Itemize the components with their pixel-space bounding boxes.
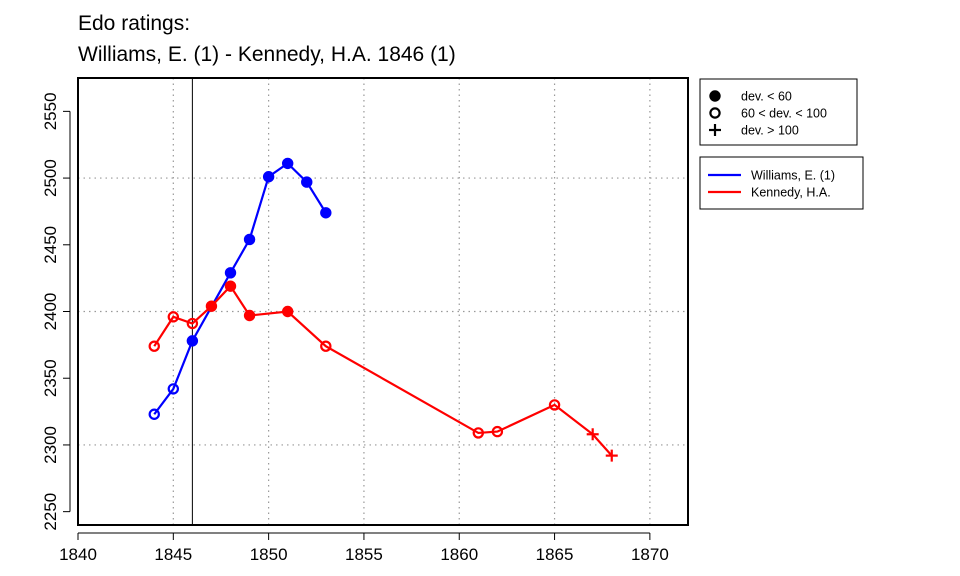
y-axis: 2250 2300 2350 2400 2450 2500 2550 [41, 92, 71, 531]
kennedy-point-filled [224, 280, 237, 292]
marker-legend-label: 60 < dev. < 100 [741, 107, 827, 121]
x-tick-label: 1855 [345, 545, 383, 564]
marker-legend-box [699, 78, 858, 146]
y-tick-label: 2500 [41, 159, 60, 197]
williams-point-filled [243, 233, 256, 246]
legend-point-plus [709, 124, 721, 136]
kennedy-point-open [186, 317, 199, 330]
williams-point-open [167, 383, 180, 395]
series-line-kennedy [153, 284, 613, 457]
kennedy-point-open [472, 427, 485, 439]
y-tick-label: 2300 [41, 426, 60, 464]
kennedy-point-filled [243, 309, 256, 322]
kennedy-point-open [491, 425, 504, 438]
kennedy-point-plus [586, 428, 599, 441]
series-kennedy [148, 280, 618, 462]
williams-point-filled [320, 207, 332, 219]
plot-frame [77, 77, 689, 526]
kennedy-point-filled [281, 305, 294, 318]
kennedy-point-open [548, 399, 561, 411]
marker-legend-label: dev. < 60 [741, 90, 792, 104]
chart-title-line-2: Williams, E. (1) - Kennedy, H.A. 1846 (1… [78, 43, 456, 66]
series-williams [148, 157, 332, 420]
kennedy-point-open [148, 340, 160, 352]
x-tick-label: 1865 [536, 545, 574, 564]
kennedy-point-plus [605, 449, 618, 462]
marker-legend: dev. < 60 60 < dev. < 100 dev. > 100 [699, 78, 858, 146]
series-line-williams [153, 161, 327, 415]
series [148, 157, 618, 462]
marker-legend-label: dev. > 100 [741, 124, 799, 138]
williams-point-open [148, 408, 160, 420]
kennedy-point-filled [205, 300, 218, 312]
x-tick-label: 1860 [440, 545, 478, 564]
series-legend-label: Williams, E. (1) [751, 169, 835, 183]
x-axis: 1840 1845 1850 1855 1860 1865 1870 [59, 532, 669, 564]
y-tick-label: 2550 [41, 92, 60, 130]
kennedy-point-open [320, 340, 332, 352]
williams-point-filled [186, 335, 199, 347]
x-tick-label: 1845 [154, 545, 192, 564]
x-tick-label: 1840 [59, 545, 97, 564]
series-legend: Williams, E. (1) Kennedy, H.A. [699, 156, 864, 210]
williams-point-filled [262, 171, 275, 183]
kennedy-point-open [167, 311, 180, 323]
series-legend-label: Kennedy, H.A. [751, 186, 831, 200]
series-legend-box [699, 156, 864, 210]
y-tick-label: 2350 [41, 359, 60, 397]
williams-point-filled [301, 176, 313, 188]
legend-point-filled [709, 90, 721, 102]
y-tick-label: 2450 [41, 226, 60, 264]
chart-title: Edo ratings: Williams, E. (1) - Kennedy,… [78, 8, 456, 70]
y-tick-label: 2250 [41, 493, 60, 531]
grid [78, 78, 688, 525]
williams-point-filled [281, 157, 294, 170]
williams-point-filled [224, 267, 237, 279]
y-tick-label: 2400 [41, 293, 60, 331]
legend-point-open [709, 107, 721, 119]
chart-title-line-1: Edo ratings: [78, 12, 191, 35]
x-tick-label: 1870 [631, 545, 669, 564]
x-tick-label: 1850 [250, 545, 288, 564]
